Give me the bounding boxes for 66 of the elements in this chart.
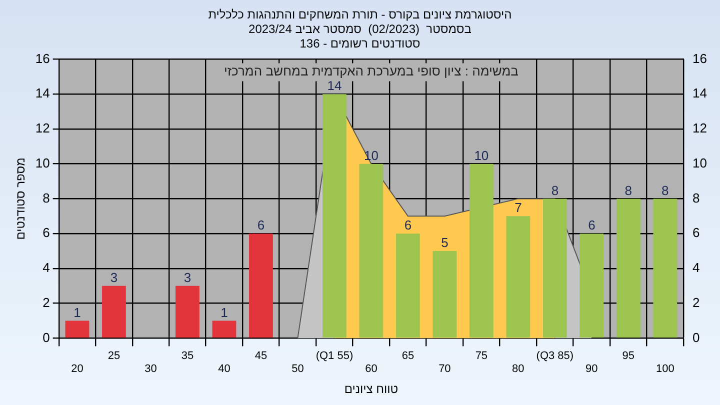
data-label: 3 <box>110 270 118 285</box>
x-tick-label: 30 <box>144 363 157 376</box>
x-tick-label: 35 <box>181 350 194 362</box>
data-label: 8 <box>624 182 632 198</box>
y2-tick-label: 2 <box>692 294 700 310</box>
y2-tick-label: 16 <box>692 50 708 66</box>
bar <box>616 198 640 338</box>
x-tick-label: 95 <box>622 350 635 362</box>
y-tick-label: 12 <box>35 120 50 136</box>
data-label: 14 <box>327 78 342 94</box>
bar <box>176 286 200 338</box>
data-label: 3 <box>184 270 192 285</box>
x-tick-label: 70 <box>438 363 451 376</box>
bar <box>102 286 126 338</box>
data-label: 7 <box>514 200 522 216</box>
x-tick-label: 60 <box>365 363 378 376</box>
data-label: 5 <box>441 235 448 250</box>
data-label: 10 <box>474 148 489 163</box>
y2-tick-label: 0 <box>692 330 700 345</box>
data-label: 1 <box>74 304 81 320</box>
bar <box>653 198 678 338</box>
data-label: 1 <box>220 304 228 320</box>
bar <box>469 164 494 338</box>
y2-tick-label: 8 <box>692 190 700 206</box>
x-tick-label: 45 <box>254 350 268 362</box>
y-tick-label: 14 <box>35 86 50 101</box>
y-tick-label: 10 <box>35 155 50 170</box>
x-tick-label: 20 <box>71 363 84 376</box>
x-tick-label: 25 <box>108 350 120 362</box>
chart-title: היסטוגרמת ציונים בקורס - תורת המשחקים והתנהגות כלכלית <box>208 8 512 22</box>
y-tick-label: 16 <box>35 50 50 66</box>
x-tick-label: 100 <box>656 363 674 376</box>
x-tick-label: 50 <box>292 363 304 376</box>
bar <box>212 320 236 338</box>
bar <box>65 320 90 338</box>
data-label: 8 <box>551 182 559 198</box>
x-tick-label: 80 <box>512 363 524 376</box>
y-tick-label: 2 <box>42 294 50 310</box>
data-label: 6 <box>257 218 265 233</box>
x-axis-title: טווח ציונים <box>344 382 398 396</box>
data-label: 8 <box>662 182 669 198</box>
data-label: 6 <box>404 218 412 233</box>
bar <box>396 234 420 338</box>
y2-tick-label: 10 <box>692 155 708 170</box>
data-label: 6 <box>588 218 596 233</box>
x-tick-label: 90 <box>586 363 598 376</box>
y2-tick-label: 6 <box>692 225 700 240</box>
y-tick-label: 8 <box>42 190 50 206</box>
y-tick-label: 6 <box>42 225 50 240</box>
bar <box>359 164 384 338</box>
x-tick-label: 65 <box>402 350 414 362</box>
bar <box>432 251 457 338</box>
y-tick-label: 4 <box>42 260 50 276</box>
y-axis-title: מספר סטודנטים <box>14 158 28 240</box>
x-tick-label: 75 <box>475 350 488 362</box>
y-tick-label: 0 <box>42 330 50 345</box>
x-tick-label: 40 <box>218 363 230 376</box>
y2-tick-label: 14 <box>692 86 708 101</box>
x-tick-label: (Q3 85) <box>536 350 574 362</box>
y2-tick-label: 12 <box>692 120 708 136</box>
bar <box>506 216 530 338</box>
bar <box>249 234 273 338</box>
chart-subtitle: בסמסטר (02/2023) סמסטר אביב 2023/24 סטודנטים רשומים - 136 <box>248 22 472 50</box>
annotation: במשימה : ציון סופי במערכת האקדמית במחשב המרכזי <box>224 63 519 78</box>
x-tick-label: (Q1 55) <box>316 350 354 362</box>
y2-tick-label: 4 <box>692 260 700 276</box>
